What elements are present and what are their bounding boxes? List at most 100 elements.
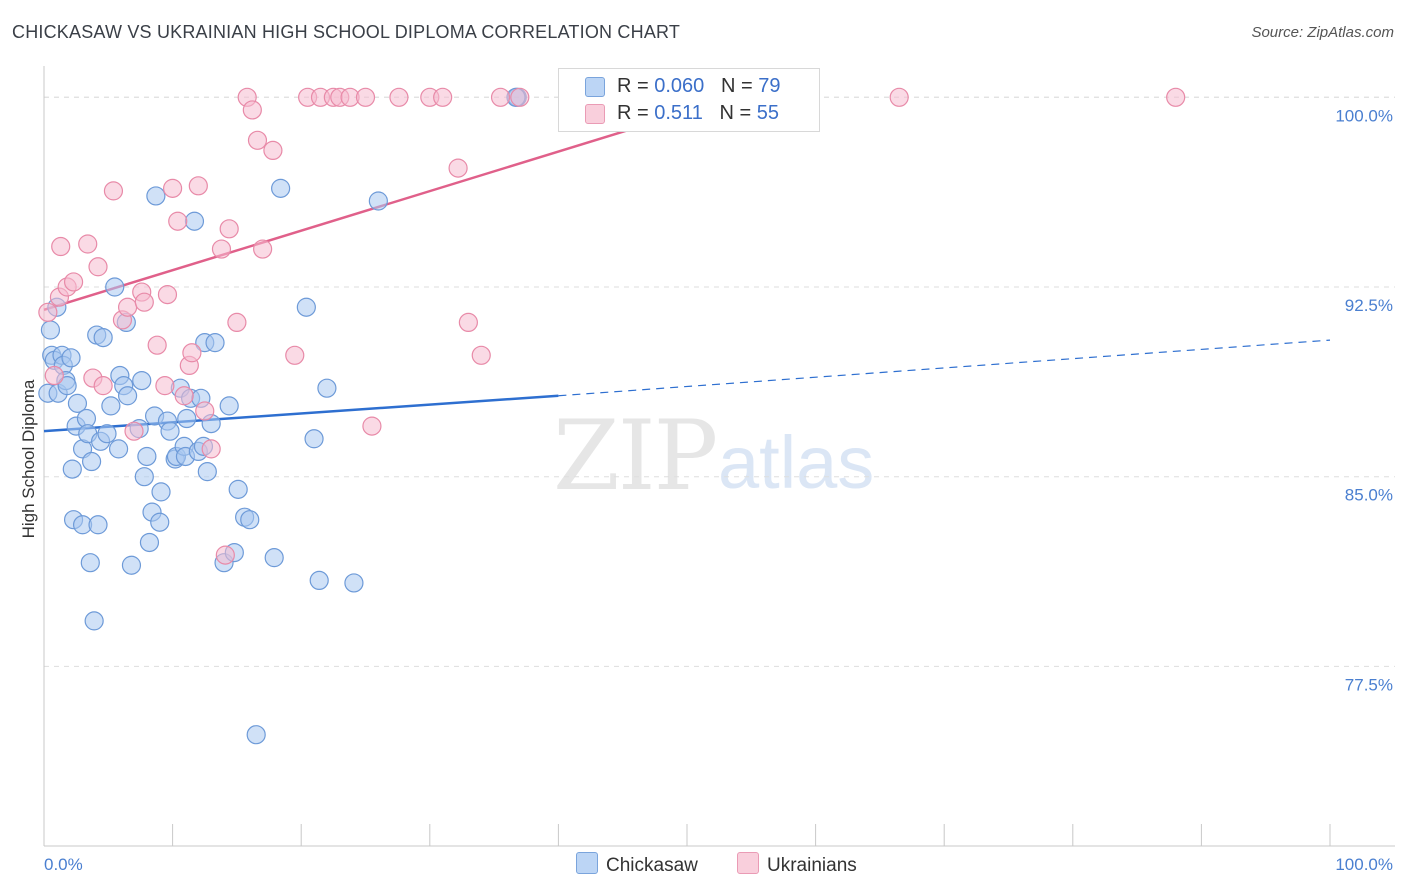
point-chickasaw (67, 393, 88, 413)
point-ukrainians (227, 312, 247, 333)
point-ukrainians (211, 239, 232, 259)
point-ukrainians (889, 87, 909, 107)
series-label-chickasaw: Chickasaw (606, 855, 698, 876)
point-chickasaw (240, 510, 260, 530)
point-chickasaw (93, 327, 113, 348)
point-ukrainians (355, 87, 376, 107)
legend-n-value-2: 55 (756, 102, 779, 124)
point-ukrainians (389, 87, 409, 107)
point-chickasaw (84, 611, 104, 631)
point-ukrainians (219, 219, 239, 239)
point-chickasaw (368, 191, 388, 211)
point-ukrainians (188, 176, 208, 196)
legend-n-label-1: N = (720, 75, 759, 97)
point-chickasaw (309, 570, 329, 591)
point-chickasaw (205, 333, 225, 353)
point-ukrainians (174, 386, 194, 406)
point-chickasaw (150, 512, 170, 532)
series-swatch-pink (737, 852, 759, 874)
point-ukrainians (78, 234, 98, 254)
legend-r-label-2: R = (617, 102, 655, 124)
watermark-atlas: atlas (718, 421, 875, 504)
point-chickasaw (317, 378, 337, 398)
point-chickasaw (81, 451, 102, 472)
point-chickasaw (61, 348, 81, 368)
point-ukrainians (285, 345, 305, 365)
point-chickasaw (57, 376, 77, 396)
source-label: Source: ZipAtlas.com (1251, 24, 1394, 41)
point-ukrainians (51, 236, 71, 257)
y-axis-label: High School Diploma (19, 379, 38, 538)
axis-labels: 77.5% 85.0% 92.5% 100.0% 0.0% 100.0% High Scho… (19, 106, 1393, 874)
legend-n-label-2: N = (719, 102, 757, 124)
trend-line-chickasaw-extension (558, 339, 1331, 397)
point-chickasaw (197, 462, 217, 482)
point-ukrainians (1166, 87, 1186, 107)
point-ukrainians (215, 545, 235, 565)
point-chickasaw (139, 532, 160, 553)
point-ukrainians (263, 140, 283, 161)
point-ukrainians (448, 158, 468, 178)
point-ukrainians (362, 416, 382, 436)
point-ukrainians (168, 211, 188, 231)
gridlines (44, 96, 1395, 667)
point-ukrainians (433, 87, 453, 107)
point-ukrainians (247, 130, 268, 150)
point-chickasaw (80, 553, 100, 573)
point-chickasaw (88, 515, 108, 535)
point-chickasaw (134, 467, 154, 487)
series-legend-chickasaw: Chickasaw (576, 852, 698, 877)
y-tick-label: 77.5% (1345, 675, 1393, 694)
point-chickasaw (108, 439, 129, 459)
x-tick-label-min: 0.0% (44, 855, 83, 874)
point-ukrainians (103, 181, 124, 201)
point-ukrainians (201, 439, 221, 459)
watermark-zip: ZIP (553, 400, 718, 512)
point-chickasaw (228, 479, 248, 499)
point-ukrainians (510, 87, 530, 107)
correlation-legend: R = 0.060 N = 79 R = 0.511 N = 55 (558, 68, 820, 132)
point-ukrainians (182, 343, 202, 363)
point-ukrainians (63, 272, 84, 292)
point-chickasaw (296, 297, 316, 317)
point-chickasaw (137, 446, 157, 467)
point-ukrainians (458, 312, 478, 333)
y-tick-label: 85.0% (1345, 486, 1393, 505)
point-ukrainians (195, 401, 215, 421)
point-ukrainians (134, 292, 154, 312)
point-ukrainians (253, 239, 273, 259)
series-swatch-blue (576, 852, 598, 874)
point-ukrainians (163, 178, 183, 198)
legend-swatch-pink (585, 104, 605, 124)
point-ukrainians (155, 376, 175, 396)
chart-title: CHICKASAW VS UKRAINIAN HIGH SCHOOL DIPLO… (12, 22, 681, 42)
series-label-ukrainians: Ukrainians (767, 855, 857, 876)
point-chickasaw (62, 459, 82, 479)
point-ukrainians (490, 87, 511, 107)
point-chickasaw (177, 408, 197, 429)
trend-lines (43, 91, 1331, 433)
x-tick-label-max: 100.0% (1335, 855, 1393, 874)
point-chickasaw (105, 277, 125, 297)
point-chickasaw (40, 320, 61, 340)
point-ukrainians (147, 335, 167, 355)
point-chickasaw (117, 386, 138, 406)
point-chickasaw (146, 186, 166, 206)
y-tick-label: 100.0% (1335, 106, 1393, 125)
y-tick-label: 92.5% (1345, 296, 1393, 315)
legend-swatch-blue (585, 77, 605, 97)
point-chickasaw (160, 421, 180, 441)
legend-r-value-2: 0.511 (654, 102, 703, 124)
point-chickasaw (132, 370, 152, 391)
point-chickasaw (264, 548, 284, 568)
point-ukrainians (44, 365, 64, 386)
point-chickasaw (184, 211, 205, 231)
point-ukrainians (93, 376, 113, 396)
point-chickasaw (246, 725, 266, 745)
point-ukrainians (471, 345, 491, 365)
point-ukrainians (157, 284, 178, 305)
point-chickasaw (121, 555, 142, 575)
legend-r-label-1: R = (617, 75, 655, 97)
point-ukrainians (38, 302, 58, 322)
